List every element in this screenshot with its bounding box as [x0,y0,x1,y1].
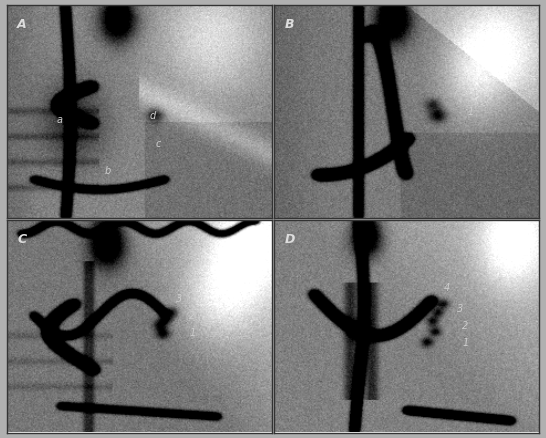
Text: 4: 4 [443,283,450,293]
Text: a: a [57,115,63,125]
Text: c: c [155,138,161,148]
Text: A: A [17,18,27,31]
Text: 2: 2 [462,85,468,95]
Text: B: B [284,18,294,31]
Text: 3: 3 [456,304,463,314]
Text: C: C [17,233,26,246]
Text: 1: 1 [467,107,473,117]
Text: 1: 1 [189,328,195,338]
Text: 3: 3 [176,293,182,304]
Text: D: D [284,233,295,246]
Text: 2: 2 [189,311,195,321]
Text: d: d [150,111,156,121]
Text: 1: 1 [462,338,468,348]
Text: b: b [104,166,110,176]
Text: 2: 2 [462,321,468,331]
Text: e: e [163,96,169,106]
